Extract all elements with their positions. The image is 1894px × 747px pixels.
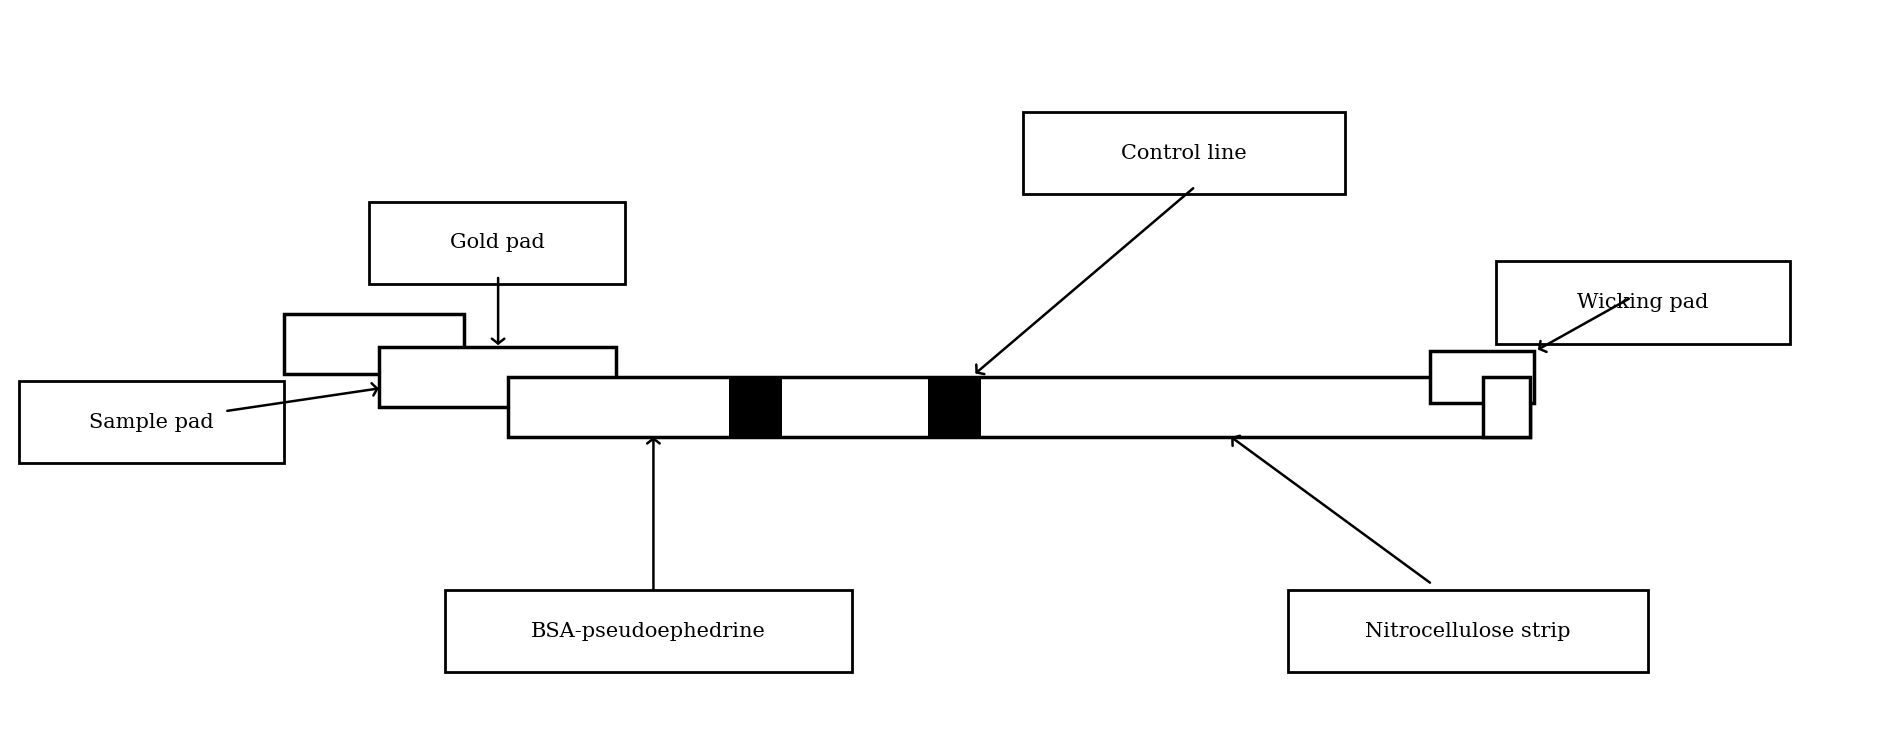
Text: Sample pad: Sample pad [89, 412, 214, 432]
Bar [928, 379, 981, 436]
Text: BSA-pseudoephedrine: BSA-pseudoephedrine [530, 622, 767, 641]
Text: Gold pad: Gold pad [449, 233, 545, 252]
Text: Control line: Control line [1121, 143, 1246, 163]
Bar [508, 377, 1530, 437]
Bar [1288, 590, 1648, 672]
Bar [445, 590, 852, 672]
Bar [1023, 112, 1345, 194]
Bar [369, 202, 625, 284]
Bar [1496, 261, 1790, 344]
Bar [1430, 351, 1534, 403]
Bar [19, 381, 284, 463]
Bar [1483, 377, 1530, 437]
Bar [284, 314, 464, 374]
Bar [729, 379, 782, 436]
Text: Wicking pad: Wicking pad [1578, 293, 1708, 312]
Text: Nitrocellulose strip: Nitrocellulose strip [1366, 622, 1570, 641]
Bar [379, 347, 616, 407]
